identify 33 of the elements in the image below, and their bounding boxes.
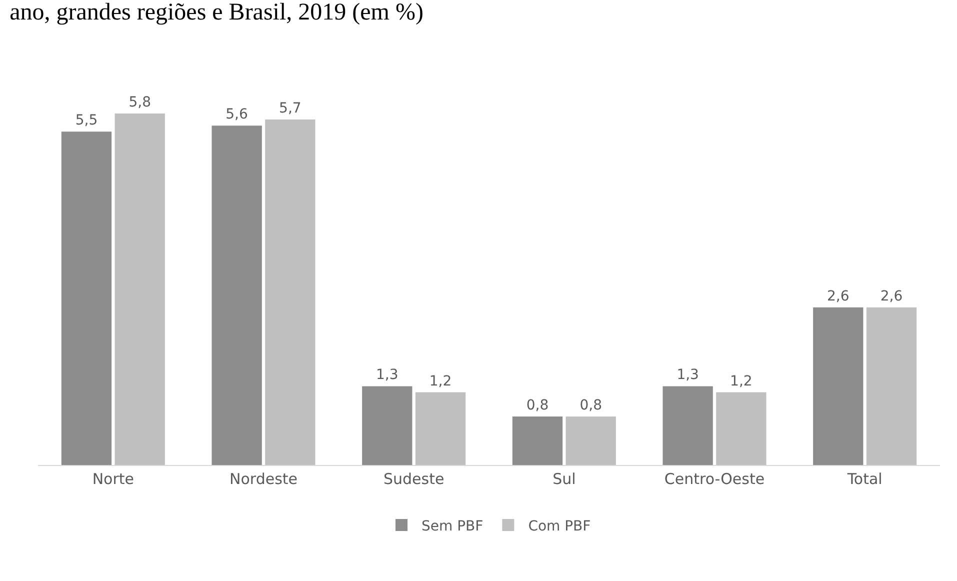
x-tick-label: Nordeste [230, 470, 298, 488]
bar [212, 126, 262, 465]
data-label: 1,3 [376, 367, 398, 384]
data-label: 5,6 [226, 106, 248, 123]
x-tick-label: Total [846, 470, 882, 488]
bar [265, 120, 316, 465]
x-tick-label: Norte [92, 470, 134, 488]
x-tick-label: Sul [552, 470, 576, 488]
bar [61, 132, 112, 465]
legend-label: Com PBF [528, 518, 591, 534]
data-label: 2,6 [880, 288, 903, 304]
data-label: 1,2 [429, 373, 452, 390]
bar [362, 386, 412, 465]
bar [512, 416, 563, 465]
bar [813, 307, 864, 465]
bar [114, 114, 165, 465]
chart-title: ano, grandes regiões e Brasil, 2019 (em %) [10, 0, 424, 26]
x-tick-label: Sudeste [383, 470, 444, 488]
x-tick-label: Centro-Oeste [664, 470, 765, 488]
data-label: 0,8 [580, 398, 602, 414]
data-label: 5,5 [75, 112, 98, 129]
bar [415, 392, 466, 465]
data-label: 1,3 [676, 367, 699, 384]
data-label: 1,2 [730, 373, 752, 390]
bar [566, 416, 616, 465]
data-label: 5,8 [128, 94, 151, 110]
bar [716, 392, 766, 465]
data-label: 2,6 [826, 288, 850, 304]
data-label: 5,7 [279, 100, 302, 117]
data-label: 0,8 [526, 398, 549, 414]
bar [662, 386, 713, 465]
legend-label: Sem PBF [422, 518, 484, 534]
bar [866, 307, 917, 465]
